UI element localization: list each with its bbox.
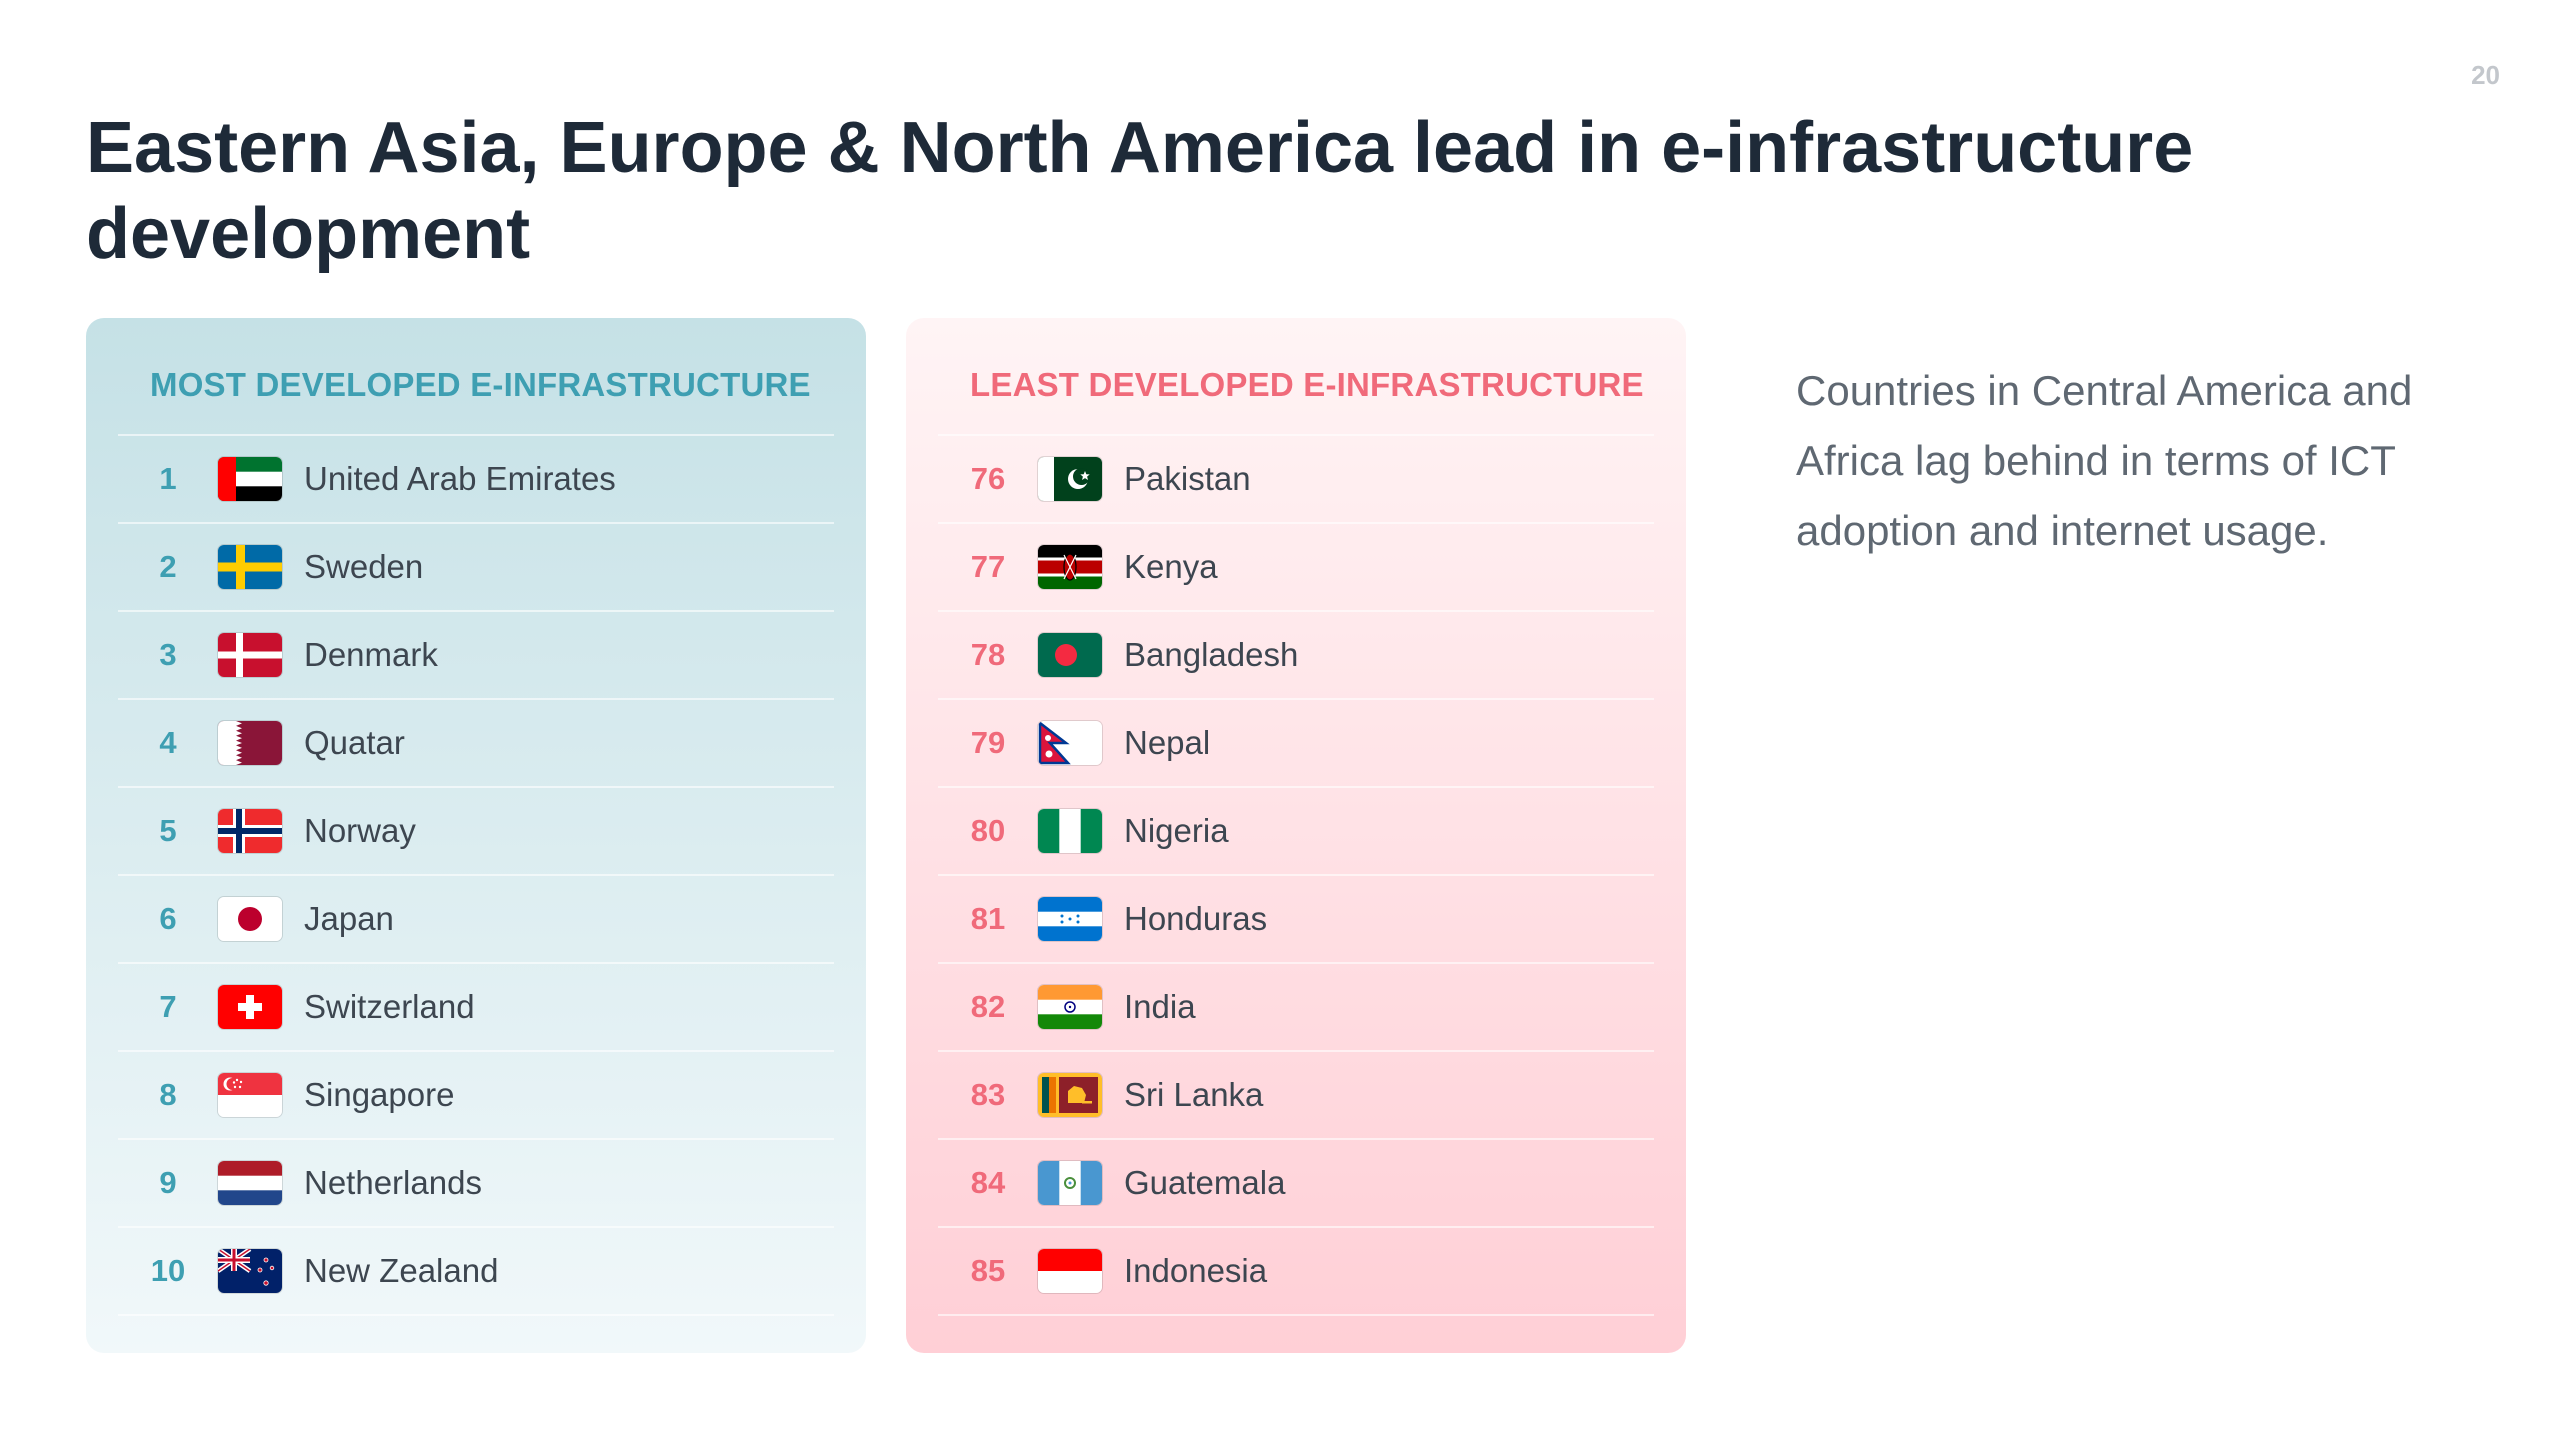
singapore-flag-icon	[218, 1073, 282, 1117]
list-item: 82 India	[938, 964, 1654, 1052]
rank-number: 83	[970, 1077, 1006, 1112]
list-item: 6 Japan	[118, 876, 834, 964]
list-item: 84 Guatemala	[938, 1140, 1654, 1228]
least-developed-heading: LEAST DEVELOPED E-INFRASTRUCTURE	[970, 366, 1644, 403]
rank-number: 81	[970, 901, 1006, 936]
list-item: 5 Norway	[118, 788, 834, 876]
list-item: 3 Denmark	[118, 612, 834, 700]
page-title: Eastern Asia, Europe & North America lea…	[86, 108, 2194, 274]
switzerland-flag-icon	[218, 985, 282, 1029]
country-name: Indonesia	[1124, 1252, 1268, 1289]
country-name: Honduras	[1124, 900, 1268, 937]
list-item: 85 Indonesia	[938, 1228, 1654, 1316]
list-item: 77 Kenya	[938, 524, 1654, 612]
rank-number: 8	[159, 1077, 177, 1112]
japan-flag-icon	[218, 897, 282, 941]
kenya-flag-icon	[1038, 545, 1102, 589]
rank-number: 84	[970, 1165, 1006, 1200]
country-name: Nepal	[1124, 724, 1211, 761]
norway-flag-icon	[218, 809, 282, 853]
country-name: Switzerland	[304, 988, 475, 1025]
rank-number: 10	[150, 1253, 186, 1288]
honduras-flag-icon	[1038, 897, 1102, 941]
country-name: India	[1124, 988, 1196, 1025]
list-item: 79 Nepal	[938, 700, 1654, 788]
rank-number: 5	[159, 813, 177, 848]
country-name: Sri Lanka	[1124, 1076, 1264, 1113]
new-zealand-flag-icon	[218, 1249, 282, 1293]
bangladesh-flag-icon	[1038, 633, 1102, 677]
country-name: Kenya	[1124, 548, 1218, 585]
list-item: 10 New Zealand	[118, 1228, 834, 1316]
india-flag-icon	[1038, 985, 1102, 1029]
list-item: 1 United Arab Emirates	[118, 436, 834, 524]
country-name: United Arab Emirates	[304, 460, 616, 497]
guatemala-flag-icon	[1038, 1161, 1102, 1205]
rank-number: 1	[159, 461, 177, 496]
list-item: 78 Bangladesh	[938, 612, 1654, 700]
country-name: Guatemala	[1124, 1164, 1286, 1201]
list-item: 7 Switzerland	[118, 964, 834, 1052]
nigeria-flag-icon	[1038, 809, 1102, 853]
list-item: 2 Sweden	[118, 524, 834, 612]
list-item: 4 Quatar	[118, 700, 834, 788]
least-developed-card: LEAST DEVELOPED E-INFRASTRUCTURE 76 Paki…	[906, 318, 1686, 1353]
list-item: 9 Netherlands	[118, 1140, 834, 1228]
rank-number: 3	[159, 637, 177, 672]
qatar-flag-icon	[218, 721, 282, 765]
most-developed-heading: MOST DEVELOPED E-INFRASTRUCTURE	[150, 366, 811, 403]
rank-number: 6	[159, 901, 177, 936]
rank-number: 85	[970, 1253, 1006, 1288]
indonesia-flag-icon	[1038, 1249, 1102, 1293]
list-item: 8 Singapore	[118, 1052, 834, 1140]
nepal-flag-icon	[1038, 721, 1102, 765]
rank-number: 4	[159, 725, 177, 760]
pakistan-flag-icon	[1038, 457, 1102, 501]
country-name: Bangladesh	[1124, 636, 1299, 673]
country-name: Denmark	[304, 636, 438, 673]
rank-number: 9	[159, 1165, 177, 1200]
page-number: 20	[2471, 60, 2500, 90]
netherlands-flag-icon	[218, 1161, 282, 1205]
most-developed-card: MOST DEVELOPED E-INFRASTRUCTURE 1 United…	[86, 318, 866, 1353]
country-name: Quatar	[304, 724, 405, 761]
rank-number: 7	[159, 989, 177, 1024]
rank-number: 79	[970, 725, 1006, 760]
rank-number: 76	[970, 461, 1006, 496]
country-name: Japan	[304, 900, 394, 937]
most-developed-list: 1 United Arab Emirates 2 Sweden 3 Denmar…	[118, 434, 834, 1316]
country-name: Nigeria	[1124, 812, 1229, 849]
sweden-flag-icon	[218, 545, 282, 589]
country-name: Pakistan	[1124, 460, 1251, 497]
rank-number: 82	[970, 989, 1006, 1024]
rank-number: 77	[970, 549, 1006, 584]
country-name: New Zealand	[304, 1252, 499, 1289]
uae-flag-icon	[218, 457, 282, 501]
country-name: Netherlands	[304, 1164, 482, 1201]
list-item: 80 Nigeria	[938, 788, 1654, 876]
list-item: 76 Pakistan	[938, 436, 1654, 524]
list-item: 83 Sri Lanka	[938, 1052, 1654, 1140]
rank-number: 2	[159, 549, 177, 584]
country-name: Sweden	[304, 548, 424, 585]
sri-lanka-flag-icon	[1038, 1073, 1102, 1117]
rank-number: 78	[970, 637, 1006, 672]
list-item: 81 Honduras	[938, 876, 1654, 964]
country-name: Norway	[304, 812, 416, 849]
side-note: Countries in Central America and Africa …	[1796, 367, 2413, 554]
least-developed-list: 76 Pakistan 77 Kenya 78 Bangladesh 79	[938, 434, 1654, 1316]
country-name: Singapore	[304, 1076, 455, 1113]
rank-number: 80	[970, 813, 1006, 848]
denmark-flag-icon	[218, 633, 282, 677]
